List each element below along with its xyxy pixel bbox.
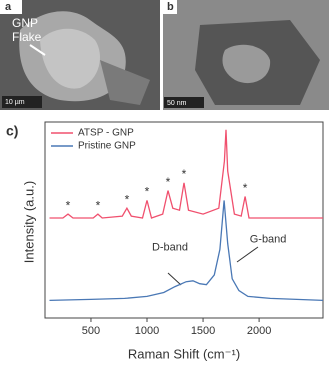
panel-label: c): [6, 123, 18, 139]
annotation: *: [182, 167, 187, 181]
x-tick-label: 1000: [135, 325, 159, 337]
arrow: [236, 246, 259, 263]
annotation: *: [145, 185, 150, 199]
annotation: G-band: [250, 234, 287, 246]
x-tick-label: 1500: [191, 325, 215, 337]
scale-bar-label: 10 µm: [5, 99, 25, 106]
x-tick-label: 2000: [247, 325, 271, 337]
annotation: *: [243, 181, 248, 195]
series-line: [49, 129, 323, 219]
arrow: [29, 44, 46, 56]
arrow: [167, 272, 182, 286]
y-axis-label: Intensity (a.u.): [21, 181, 36, 263]
annotation: *: [96, 198, 101, 212]
panel-label: a: [5, 1, 12, 13]
annotation: *: [166, 175, 171, 189]
annotation: D-band: [152, 241, 188, 253]
image-annotation: Flake: [12, 30, 42, 44]
scale-bar-label: 50 nm: [167, 100, 187, 107]
tem-image: [163, 0, 329, 110]
legend-label: ATSP - GNP: [78, 128, 134, 139]
x-axis-label: Raman Shift (cm⁻¹): [128, 346, 240, 361]
sem-image: [0, 0, 160, 110]
annotation: *: [66, 198, 71, 212]
panel-label: b: [167, 1, 174, 13]
series-line: [49, 200, 324, 302]
image-annotation: GNP: [12, 16, 38, 30]
legend-label: Pristine GNP: [78, 141, 136, 152]
annotation: *: [125, 193, 130, 207]
x-tick-label: 500: [82, 325, 100, 337]
plot-frame: [44, 121, 324, 319]
